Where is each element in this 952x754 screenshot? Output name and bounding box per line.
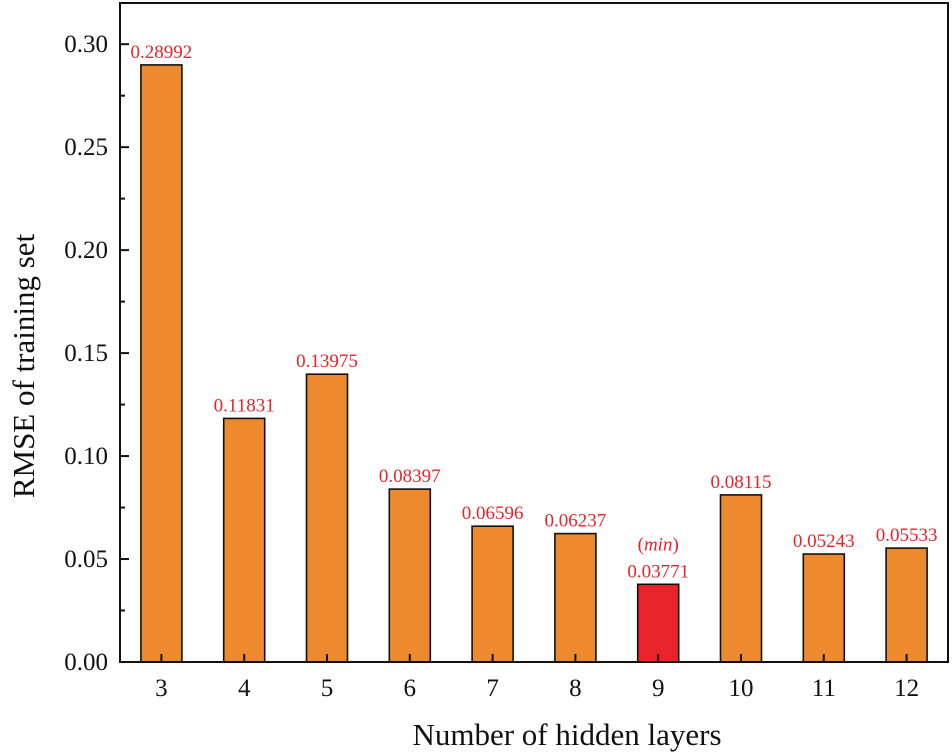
y-tick-label: 0.05 [64,546,108,573]
data-label-9: 0.03771 [627,561,689,582]
bar-5 [305,373,349,663]
x-tick-label-11: 11 [812,675,836,702]
plot-area: 0.28992 0.11831 0.13975 0.08397 0.06596 0.062… [64,2,949,702]
bar-8 [554,532,597,663]
x-tick-label-3: 3 [155,675,168,702]
data-label-6: 0.08397 [379,466,441,487]
y-tick-label: 0.15 [64,340,108,367]
bar-7 [471,525,514,663]
data-label-10: 0.08115 [710,472,771,493]
x-tick-label-8: 8 [569,675,582,702]
x-tick-label-9: 9 [652,675,665,702]
bar-6 [388,488,432,663]
bar-11 [802,553,846,663]
data-label-8: 0.06237 [545,511,607,532]
data-label-3: 0.28992 [131,42,193,63]
bar-12 [885,547,928,663]
data-label-12: 0.05533 [876,525,938,546]
plot-frame [119,2,949,663]
x-tick-label-12: 12 [894,675,919,702]
x-axis-title: Number of hidden layers [412,717,721,752]
y-tick-label: 0.30 [64,31,108,58]
bar-10 [719,494,763,663]
y-axis-title: RMSE of training set [6,233,41,498]
x-tick-label-5: 5 [321,675,334,702]
data-label-4: 0.11831 [214,395,275,416]
y-tick-label: 0.20 [64,237,108,264]
bar-4 [222,417,266,663]
y-tick-label: 0.25 [64,134,108,161]
y-tick-label: 0.00 [64,649,108,676]
x-tick-label-6: 6 [404,675,417,702]
bar-9 [636,583,680,663]
data-label-5: 0.13975 [296,351,358,372]
x-tick-label-7: 7 [486,675,499,702]
x-tick-label-10: 10 [729,675,754,702]
min-annotation: (min) [638,534,679,555]
y-tick-label: 0.10 [64,443,108,470]
data-label-7: 0.06596 [462,503,524,524]
x-tick-label-4: 4 [238,675,251,702]
data-label-11: 0.05243 [793,531,855,552]
bar-3 [140,64,183,663]
